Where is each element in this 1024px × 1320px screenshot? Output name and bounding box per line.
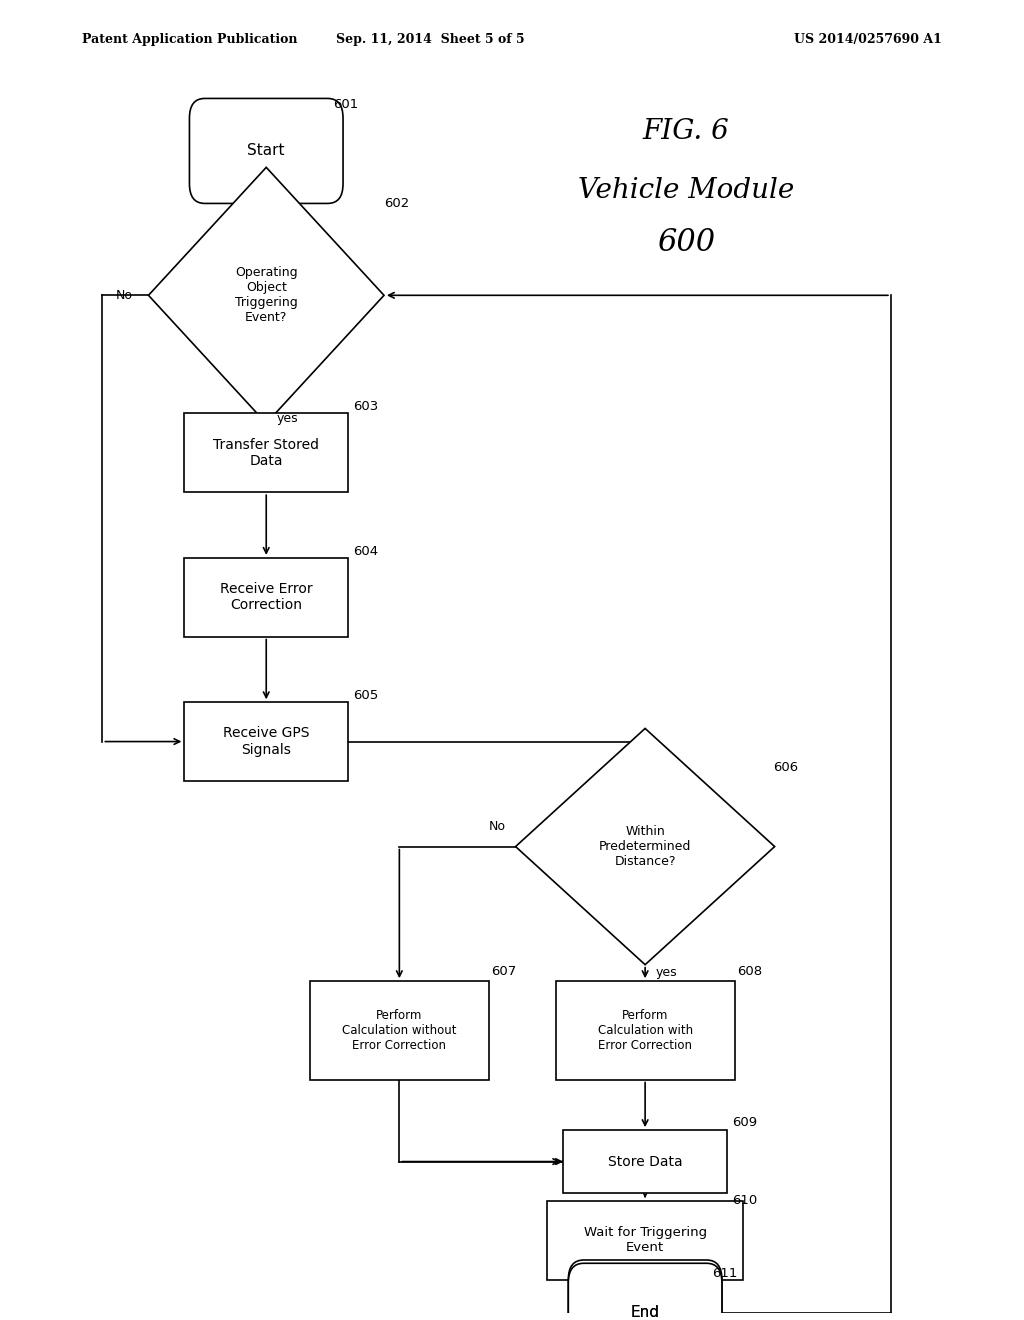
Text: Store Data: Store Data [608, 1155, 682, 1168]
Text: 607: 607 [492, 965, 517, 978]
Text: 610: 610 [732, 1195, 758, 1208]
Text: Receive Error
Correction: Receive Error Correction [220, 582, 312, 612]
Text: 606: 606 [773, 762, 799, 775]
Text: End: End [631, 1305, 659, 1320]
Text: Within
Predetermined
Distance?: Within Predetermined Distance? [599, 825, 691, 869]
FancyBboxPatch shape [568, 1263, 722, 1320]
Text: Sep. 11, 2014  Sheet 5 of 5: Sep. 11, 2014 Sheet 5 of 5 [336, 33, 524, 46]
Text: yes: yes [276, 412, 298, 425]
FancyBboxPatch shape [547, 1201, 743, 1279]
Text: Patent Application Publication: Patent Application Publication [82, 33, 297, 46]
Text: 603: 603 [353, 400, 379, 413]
Text: Receive GPS
Signals: Receive GPS Signals [223, 726, 309, 756]
Text: Start: Start [248, 144, 285, 158]
Text: yes: yes [655, 966, 677, 979]
Text: Vehicle Module: Vehicle Module [578, 177, 795, 203]
FancyBboxPatch shape [184, 413, 348, 492]
FancyBboxPatch shape [184, 702, 348, 781]
Polygon shape [148, 168, 384, 424]
FancyBboxPatch shape [309, 981, 489, 1080]
Text: No: No [116, 289, 133, 302]
Text: 601: 601 [333, 99, 358, 111]
Text: End: End [631, 1305, 659, 1320]
FancyBboxPatch shape [555, 981, 735, 1080]
Text: Operating
Object
Triggering
Event?: Operating Object Triggering Event? [234, 267, 298, 325]
Text: 604: 604 [353, 545, 379, 558]
FancyBboxPatch shape [568, 1261, 722, 1320]
Text: 608: 608 [737, 965, 763, 978]
Text: Wait for Triggering
Event: Wait for Triggering Event [584, 1226, 707, 1254]
Text: US 2014/0257690 A1: US 2014/0257690 A1 [795, 33, 942, 46]
Text: 605: 605 [353, 689, 379, 702]
Text: 609: 609 [732, 1115, 758, 1129]
Text: 611: 611 [712, 1267, 737, 1279]
Text: No: No [488, 821, 505, 833]
Text: Transfer Stored
Data: Transfer Stored Data [213, 438, 319, 467]
Text: Perform
Calculation without
Error Correction: Perform Calculation without Error Correc… [342, 1008, 457, 1052]
FancyBboxPatch shape [184, 558, 348, 636]
FancyBboxPatch shape [563, 1130, 727, 1193]
Text: Perform
Calculation with
Error Correction: Perform Calculation with Error Correctio… [598, 1008, 692, 1052]
Text: 600: 600 [657, 227, 715, 259]
Text: 602: 602 [384, 197, 410, 210]
Text: FIG. 6: FIG. 6 [643, 117, 729, 145]
FancyBboxPatch shape [189, 99, 343, 203]
Polygon shape [515, 729, 775, 965]
